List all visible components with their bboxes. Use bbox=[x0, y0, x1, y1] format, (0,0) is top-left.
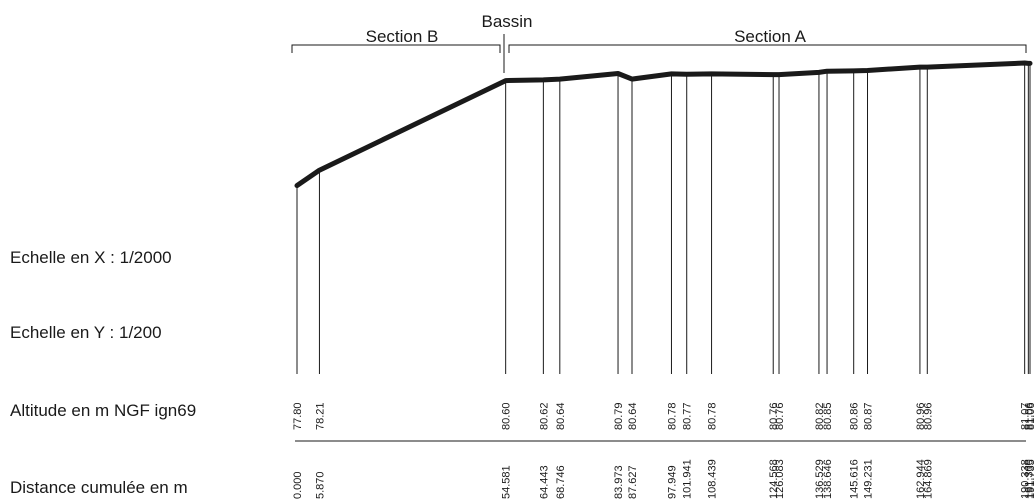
altitude-value: 80.78 bbox=[707, 402, 719, 430]
altitude-value: 80.64 bbox=[627, 402, 639, 430]
distance-value: 108.439 bbox=[707, 459, 719, 499]
section-a-bracket bbox=[508, 44, 1027, 53]
distance-value: 124.568 bbox=[768, 459, 780, 499]
altitude-value: 80.87 bbox=[863, 402, 875, 430]
distance-value: 164.869 bbox=[922, 459, 934, 499]
distance-value: 83.973 bbox=[613, 465, 625, 499]
altitude-value: 81.06 bbox=[1023, 402, 1035, 430]
scale-x-label: Echelle en X : 1/2000 bbox=[10, 248, 172, 267]
distance-value: 64.443 bbox=[538, 465, 550, 499]
distance-value: 136.529 bbox=[814, 459, 826, 499]
scale-y-label: Echelle en Y : 1/200 bbox=[10, 323, 162, 342]
altitude-value: 80.82 bbox=[814, 402, 826, 430]
bassin-label: Bassin bbox=[481, 12, 532, 31]
distance-value: 0.000 bbox=[292, 471, 304, 499]
distance-value: 191.735 bbox=[1025, 459, 1036, 499]
distance-value: 190.338 bbox=[1020, 459, 1032, 499]
altitude-value: 80.85 bbox=[822, 402, 834, 430]
altitude-value: 80.78 bbox=[666, 402, 678, 430]
distance-value: 162.944 bbox=[915, 459, 927, 499]
altitude-value: 80.60 bbox=[501, 402, 513, 430]
distance-value: 149.231 bbox=[863, 459, 875, 499]
distance-value: 138.646 bbox=[822, 459, 834, 499]
altitude-value: 80.96 bbox=[922, 402, 934, 430]
distance-value: 126.083 bbox=[774, 459, 786, 499]
section-b-bracket bbox=[291, 44, 501, 53]
distance-value: 97.949 bbox=[666, 465, 678, 499]
altitude-value: 81.07 bbox=[1020, 402, 1032, 430]
altitude-value: 80.76 bbox=[768, 402, 780, 430]
altitude-value: 80.86 bbox=[849, 402, 861, 430]
distance-value: 54.581 bbox=[501, 465, 513, 499]
distance-value: 87.627 bbox=[627, 465, 639, 499]
altitude-value: 81.06 bbox=[1025, 402, 1036, 430]
altitude-value: 80.79 bbox=[613, 402, 625, 430]
distance-value: 101.941 bbox=[682, 459, 694, 499]
altitude-value: 80.77 bbox=[682, 402, 694, 430]
distance-row-label: Distance cumulée en m bbox=[10, 478, 188, 497]
altitude-value: 77.80 bbox=[292, 402, 304, 430]
distance-value: 145.616 bbox=[849, 459, 861, 499]
altitude-value: 80.96 bbox=[915, 402, 927, 430]
altitude-row-label: Altitude en m NGF ign69 bbox=[10, 401, 197, 420]
section-b-label: Section B bbox=[366, 27, 439, 46]
distance-value: 68.746 bbox=[555, 465, 567, 499]
distance-value: 191.300 bbox=[1023, 459, 1035, 499]
profile-line bbox=[294, 60, 1033, 189]
section-a-label: Section A bbox=[734, 27, 806, 46]
altitude-value: 78.21 bbox=[314, 402, 326, 430]
altitude-value: 80.62 bbox=[538, 402, 550, 430]
altitude-value: 80.64 bbox=[555, 402, 567, 430]
altitude-value: 80.76 bbox=[774, 402, 786, 430]
distance-value: 5.870 bbox=[314, 471, 326, 499]
